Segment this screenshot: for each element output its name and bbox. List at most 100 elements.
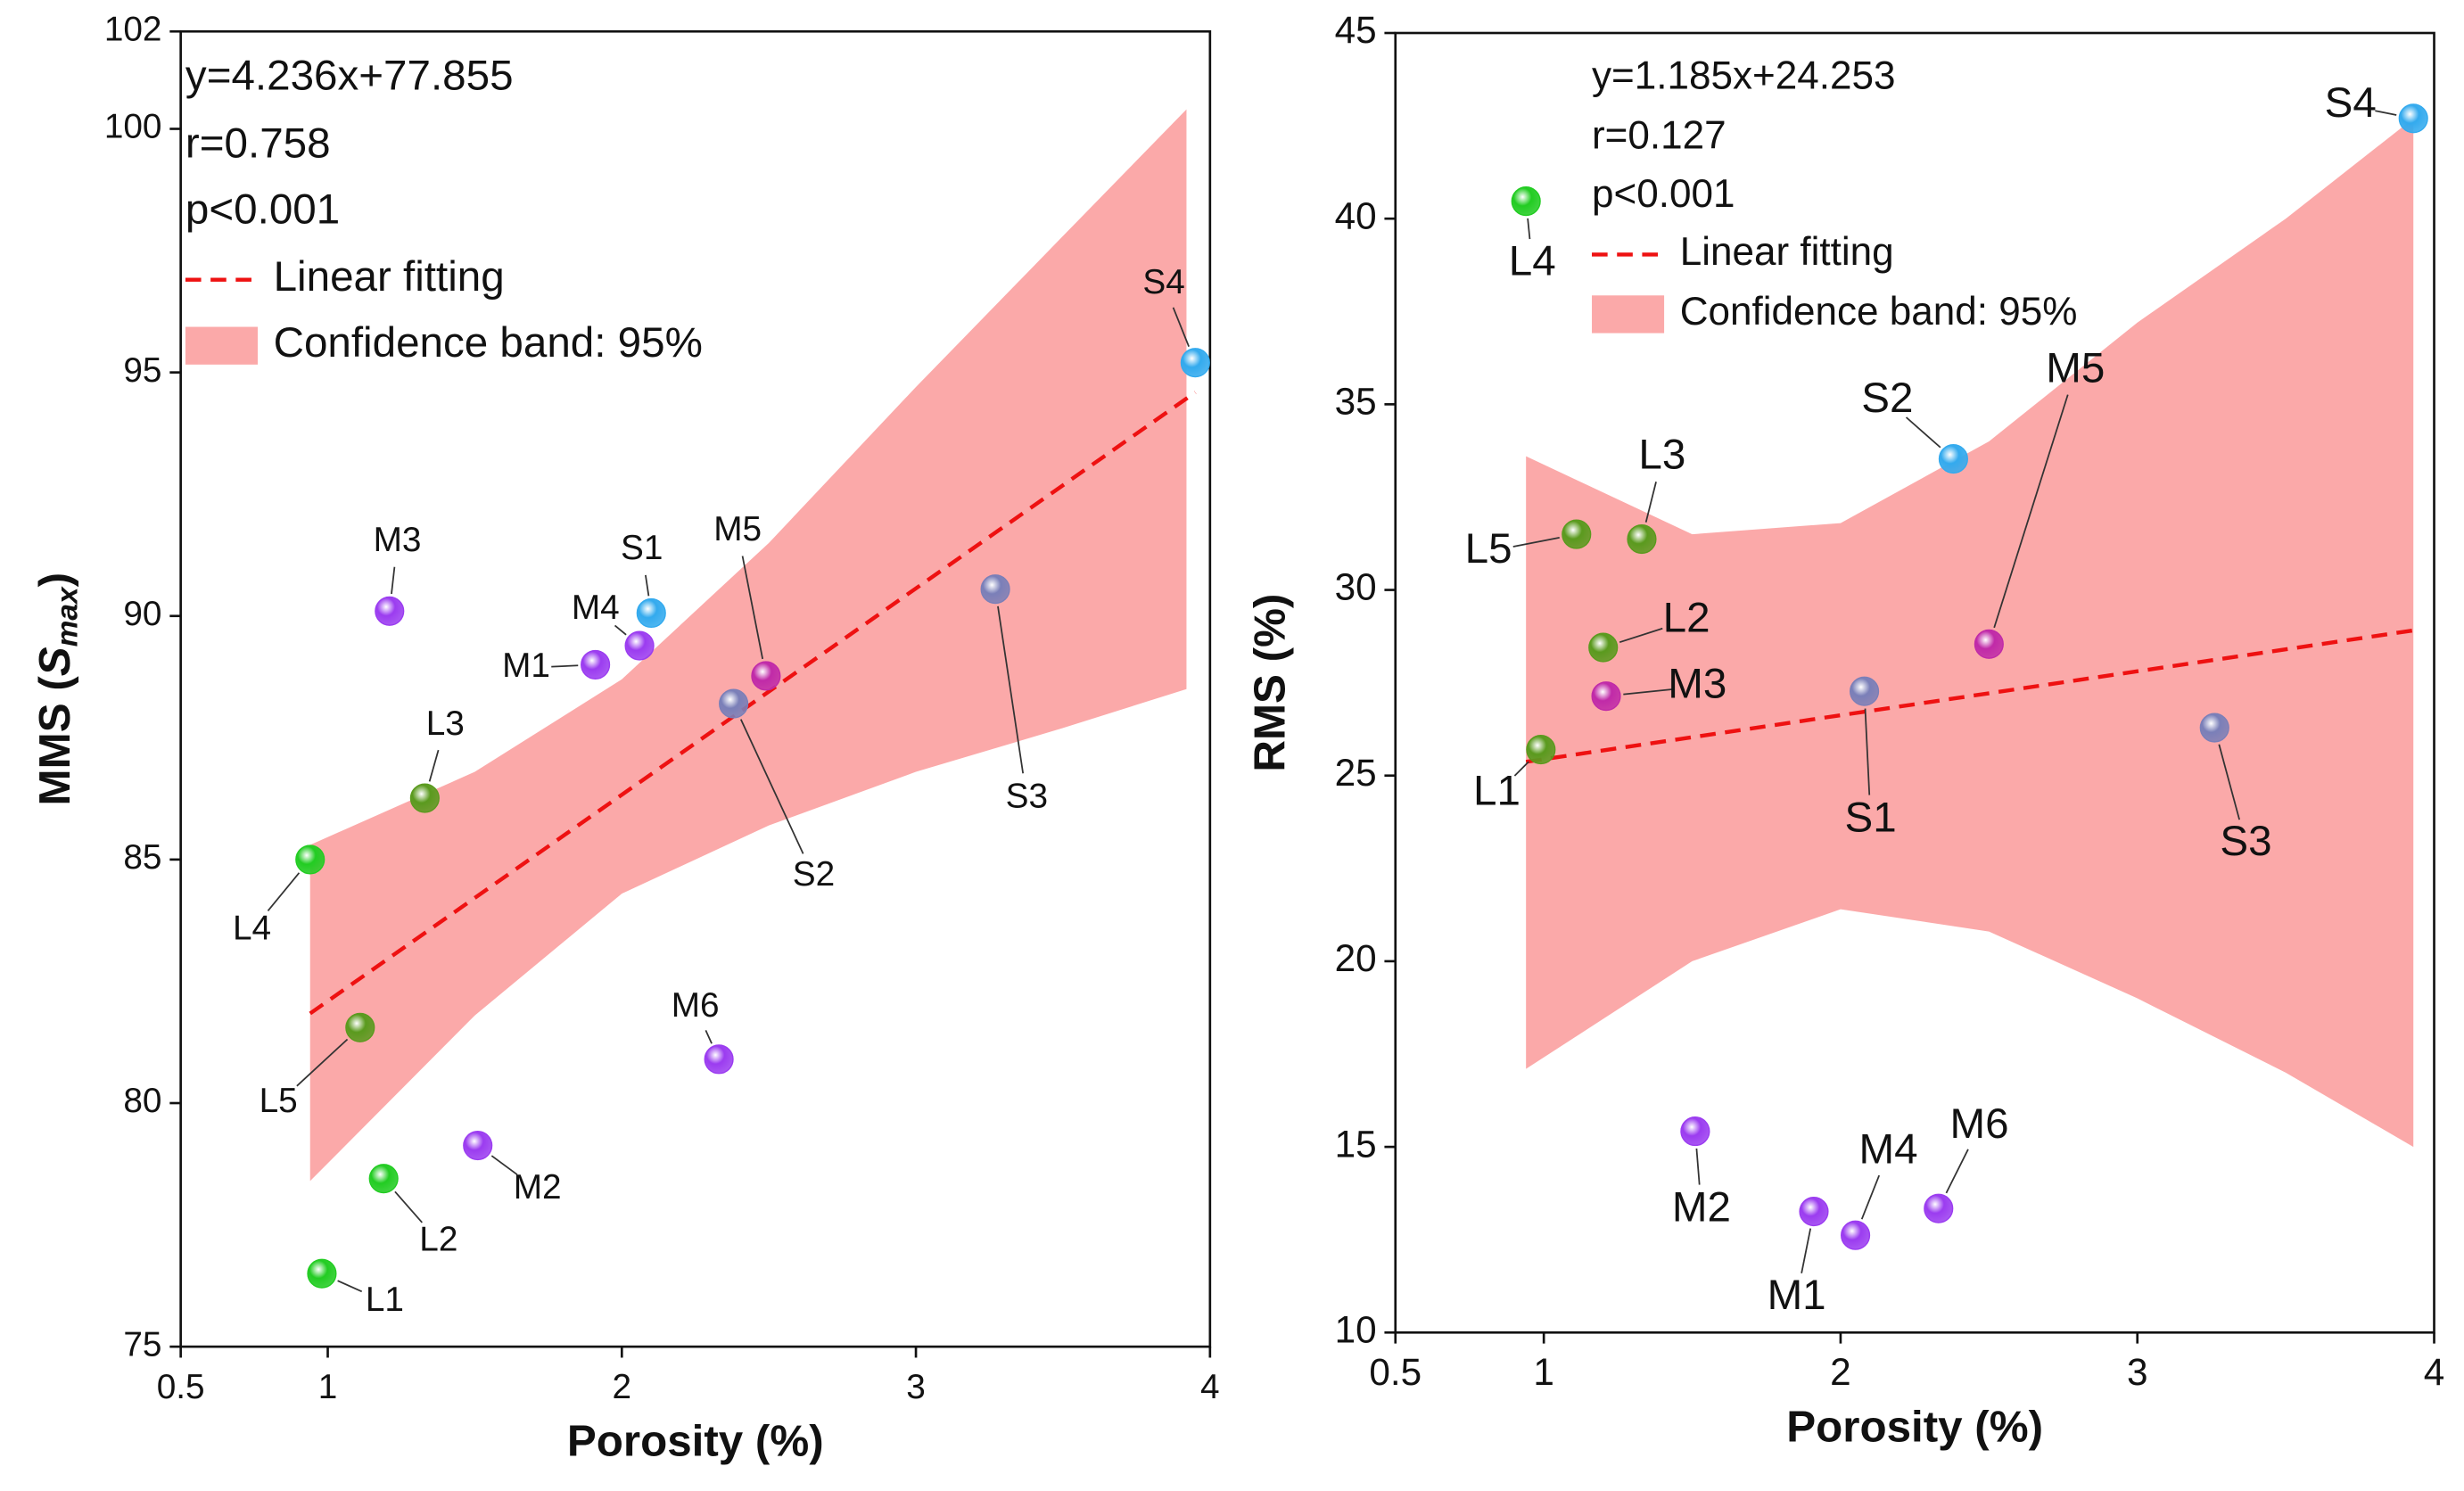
leader-line [645,574,650,597]
point [1562,519,1592,549]
point-label: L4 [1509,238,1556,285]
x-tick-label: 1 [318,1368,338,1406]
leader-line [739,719,804,854]
y-label-part: S [30,647,79,676]
leader-line [1993,394,2069,629]
point [1799,1196,1829,1227]
legend-p: p<0.001 [1592,172,1735,216]
point [1591,681,1621,712]
x-tick-label: 2 [613,1368,632,1406]
point-label: S3 [2220,818,2271,865]
point-label: S1 [1845,794,1897,841]
confidence-band [1526,118,2414,1148]
point [624,630,655,661]
point-label: M5 [713,510,762,548]
legend-p: p<0.001 [185,185,340,233]
point [719,688,749,719]
point [1974,629,2004,659]
legend-fit-label: Linear fitting [274,253,505,301]
point [409,783,440,813]
legend-r: r=0.127 [1592,114,1726,158]
point-label: M4 [572,589,620,627]
point [463,1130,493,1161]
y-tick-label: 40 [1335,194,1377,236]
leader-line [1695,1148,1701,1185]
x-axis-label: Porosity (%) [567,1416,824,1465]
y-axis-label: MMS (Smax) [30,573,84,806]
leader-line [1172,307,1190,348]
point-label: L3 [426,704,465,743]
point [2398,103,2428,134]
y-tick-label: 90 [123,595,161,633]
y-tick-label: 15 [1335,1123,1377,1165]
y-tick-label: 25 [1335,752,1377,794]
point-label: L1 [1473,767,1520,814]
point-label: L4 [233,909,271,947]
confidence-band [309,109,1187,1182]
x-tick-label: 3 [906,1368,926,1406]
point-label: M6 [672,986,720,1025]
point-label: L5 [260,1082,298,1120]
point [751,661,781,691]
point-label: S1 [621,529,663,567]
point-label: M5 [2046,344,2105,391]
point-label: M6 [1950,1100,2009,1148]
point-label: S3 [1006,777,1048,815]
y-tick-label: 80 [123,1082,161,1120]
y-tick-label: 102 [104,10,162,48]
point-label: M2 [1672,1183,1731,1231]
point [1588,632,1619,663]
point-label: M1 [502,647,550,685]
point-label: M1 [1768,1272,1826,1319]
leader-line [2218,744,2240,820]
legend-band-label: Confidence band: 95% [274,319,703,367]
point [704,1044,734,1075]
point [1924,1193,1954,1223]
y-tick-label: 85 [123,838,161,877]
point [307,1258,337,1289]
point-label: L3 [1638,431,1685,478]
point [1938,444,1968,474]
leader-line [490,1155,518,1175]
leader-line [296,1038,349,1087]
leader-line [705,1030,713,1044]
point [345,1012,375,1042]
x-tick-label: 0.5 [1369,1351,1422,1393]
point-label: M4 [1859,1125,1918,1173]
legend-fit-label: Linear fitting [1680,230,1894,274]
legend-band-label: Confidence band: 95% [1680,290,2078,334]
legend-r: r=0.758 [185,119,331,167]
y-tick-label: 75 [123,1325,161,1363]
point-label: M2 [514,1168,562,1207]
y-label-part: ) [30,573,79,587]
leader-line [997,605,1025,774]
leader-line [1945,1149,1969,1194]
leader-line [394,1190,423,1223]
leader-line [1864,708,1871,795]
y-label-part: max [51,586,84,647]
y-tick-label: 10 [1335,1308,1377,1350]
point [1850,676,1880,706]
y-axis-label: RMS (%) [1245,594,1294,772]
point [1841,1220,1871,1250]
point-label: S2 [793,855,835,894]
leader-line [551,664,579,668]
x-tick-label: 1 [1533,1351,1554,1393]
leader-line [1623,688,1673,696]
leader-line [2375,110,2397,116]
point-label: S4 [1142,263,1184,301]
legend-equation: y=4.236x+77.855 [185,53,514,100]
point-label: L2 [419,1220,457,1258]
point [581,649,611,680]
leader-line [391,566,396,595]
y-tick-label: 45 [1335,9,1377,51]
y-tick-label: 20 [1335,937,1377,979]
x-axis-label: Porosity (%) [1786,1403,2043,1452]
point [980,574,1010,605]
point-label: M3 [1668,661,1726,708]
point [1180,348,1210,378]
leader-line [1860,1174,1881,1220]
x-tick-label: 4 [1200,1368,1220,1406]
point-label: S4 [2325,79,2377,127]
